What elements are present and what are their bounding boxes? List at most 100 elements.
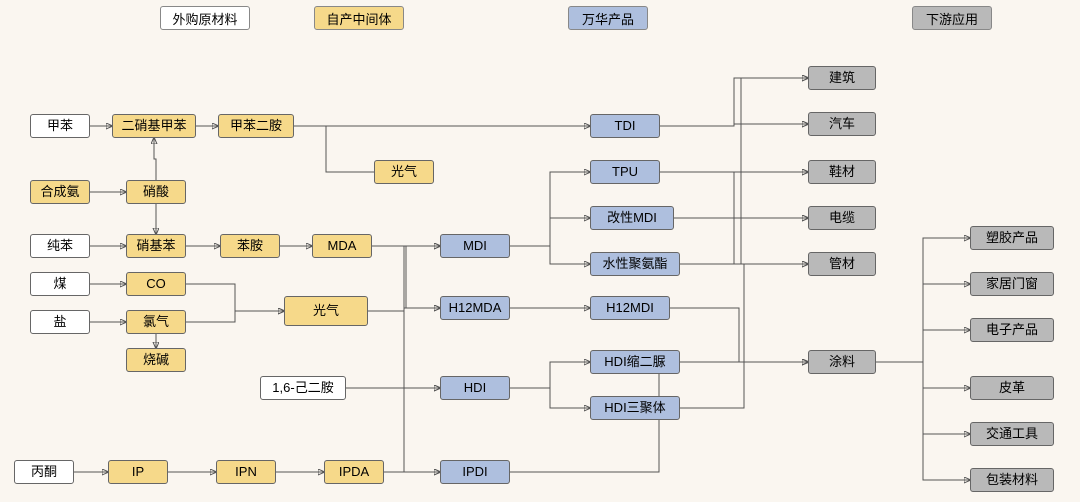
node-label: 改性MDI <box>607 211 657 225</box>
node-n_tdi: TDI <box>590 114 660 138</box>
node-n_hdi: HDI <box>440 376 510 400</box>
node-n_tpu: TPU <box>590 160 660 184</box>
node-label: 硝酸 <box>143 185 169 199</box>
node-n_ipdi: IPDI <box>440 460 510 484</box>
node-n_tda: 甲苯二胺 <box>218 114 294 138</box>
edge-n_hditrimmer-n_coating <box>680 362 808 408</box>
node-n_16hda: 1,6-己二胺 <box>260 376 346 400</box>
edge-n_coating-n_home <box>876 284 970 362</box>
edge-n_tdi-n_construction <box>660 78 808 126</box>
node-label: 苯胺 <box>237 239 263 253</box>
node-n_naoh: 烧碱 <box>126 348 186 372</box>
node-label: 烧碱 <box>143 353 169 367</box>
node-label: 盐 <box>53 315 66 329</box>
node-n_phosgene_mid: 光气 <box>284 296 368 326</box>
node-label: 光气 <box>313 304 339 318</box>
edge-n_modmdi-n_construction <box>674 78 808 218</box>
node-n_synth_ammonia: 合成氨 <box>30 180 90 204</box>
node-n_phosgene_top: 光气 <box>374 160 434 184</box>
node-label: 甲苯二胺 <box>230 119 282 133</box>
node-label: HDI缩二脲 <box>604 355 665 369</box>
node-n_methylbenzene: 甲苯 <box>30 114 90 138</box>
node-n_transport: 交通工具 <box>970 422 1054 446</box>
node-n_dnt: 二硝基甲苯 <box>112 114 196 138</box>
legend-lg2: 自产中间体 <box>314 6 404 30</box>
node-n_auto: 汽车 <box>808 112 876 136</box>
node-label: 甲苯 <box>47 119 73 133</box>
node-n_shoe: 鞋材 <box>808 160 876 184</box>
edge-n_coating-n_leather <box>876 362 970 388</box>
legend-lg4: 下游应用 <box>912 6 992 30</box>
node-n_home: 家居门窗 <box>970 272 1054 296</box>
node-n_ipn: IPN <box>216 460 276 484</box>
node-label: 丙酮 <box>31 465 57 479</box>
node-n_construction: 建筑 <box>808 66 876 90</box>
node-label: 二硝基甲苯 <box>121 119 186 133</box>
edge-n_waterpu-n_coating <box>680 264 808 362</box>
node-label: 纯苯 <box>47 239 73 253</box>
node-label: 光气 <box>391 165 417 179</box>
node-n_hdibiuret: HDI缩二脲 <box>590 350 680 374</box>
node-n_nitrobenzene: 硝基苯 <box>126 234 186 258</box>
node-n_h12mdi: H12MDI <box>590 296 670 320</box>
edge-n_cl2-n_phosgene_mid <box>186 311 284 322</box>
node-label: H12MDI <box>606 301 654 315</box>
edge-n_coating-n_elec <box>876 330 970 362</box>
node-n_hditrimmer: HDI三聚体 <box>590 396 680 420</box>
legend-lg1: 外购原材料 <box>160 6 250 30</box>
node-n_ip: IP <box>108 460 168 484</box>
node-label: 水性聚氨酯 <box>602 257 667 271</box>
node-label: CO <box>146 277 166 291</box>
edge-n_mda-n_h12mda <box>372 246 440 308</box>
node-n_leather: 皮革 <box>970 376 1054 400</box>
node-n_packaging: 包装材料 <box>970 468 1054 492</box>
node-label: 汽车 <box>829 117 855 131</box>
node-label: IPDA <box>339 465 369 479</box>
node-label: IPDI <box>462 465 487 479</box>
node-n_purebenzene: 纯苯 <box>30 234 90 258</box>
node-label: 鞋材 <box>829 165 855 179</box>
node-label: 管材 <box>829 257 855 271</box>
node-label: HDI <box>464 381 486 395</box>
edge-n_h12mdi-n_coating <box>670 308 808 362</box>
edge-n_nitric-n_dnt <box>154 138 156 180</box>
edge-n_mdi-n_tpu <box>510 172 590 246</box>
node-label: 涂料 <box>829 355 855 369</box>
node-n_plastic: 塑胶产品 <box>970 226 1054 250</box>
edge-n_hdi-n_hdibiuret <box>510 362 590 388</box>
node-label: TPU <box>612 165 638 179</box>
node-n_co: CO <box>126 272 186 296</box>
node-n_waterpu: 水性聚氨酯 <box>590 252 680 276</box>
node-n_mdi: MDI <box>440 234 510 258</box>
node-label: 煤 <box>53 277 66 291</box>
edge-n_phosgene_mid-n_ipdi <box>368 311 440 472</box>
node-n_elec: 电子产品 <box>970 318 1054 342</box>
node-label: 皮革 <box>999 381 1025 395</box>
node-label: 合成氨 <box>40 185 79 199</box>
edge-n_mdi-n_waterpu <box>510 246 590 264</box>
node-label: 1,6-己二胺 <box>272 381 333 395</box>
legend-lg3: 万华产品 <box>568 6 648 30</box>
node-label: 氯气 <box>143 315 169 329</box>
node-label: 塑胶产品 <box>986 231 1038 245</box>
node-label: 包装材料 <box>986 473 1038 487</box>
node-label: 建筑 <box>829 71 855 85</box>
node-n_mda: MDA <box>312 234 372 258</box>
edge-n_modmdi-n_auto <box>674 124 808 218</box>
edge-n_tpu-n_cable <box>660 172 808 218</box>
edge-n_tpu-n_pipe <box>660 172 808 264</box>
node-n_pipe: 管材 <box>808 252 876 276</box>
node-n_modmdi: 改性MDI <box>590 206 674 230</box>
edge-n_phosgene_mid-n_mdi <box>368 246 440 311</box>
node-label: HDI三聚体 <box>604 401 665 415</box>
node-n_coating: 涂料 <box>808 350 876 374</box>
node-label: 硝基苯 <box>136 239 175 253</box>
node-n_h12mda: H12MDA <box>440 296 510 320</box>
edge-n_phosgene_mid-n_hdi <box>368 311 440 388</box>
node-n_acetone: 丙酮 <box>14 460 74 484</box>
node-label: 交通工具 <box>986 427 1038 441</box>
edge-n_mdi-n_modmdi <box>510 218 590 246</box>
node-label: 电缆 <box>829 211 855 225</box>
node-label: H12MDA <box>449 301 502 315</box>
node-label: TDI <box>615 119 636 133</box>
